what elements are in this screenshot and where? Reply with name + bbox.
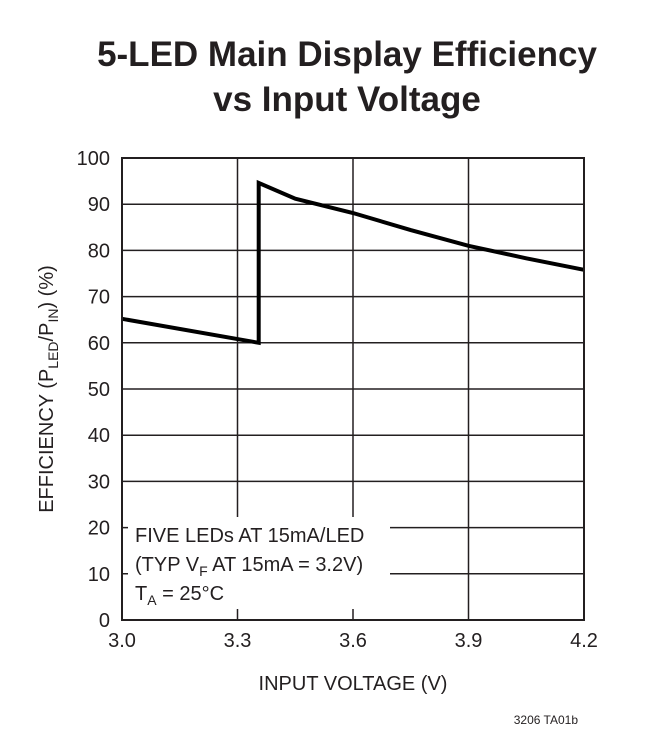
plot-frame <box>121 157 585 621</box>
annotation-line1: FIVE LEDs AT 15mA/LED <box>135 525 364 547</box>
annotation-line2: (TYP VF AT 15mA = 3.2V) <box>135 554 363 579</box>
y-tick-label: 30 <box>88 471 110 493</box>
x-tick-label: 3.6 <box>339 630 367 652</box>
x-tick-label: 3.0 <box>108 630 136 652</box>
chart-title-line2: vs Input Voltage <box>213 80 481 119</box>
y-axis-label: EFFICIENCY (PLED/PIN) (%) <box>36 265 61 513</box>
chart-title-line1: 5-LED Main Display Efficiency <box>97 35 597 74</box>
y-tick-label: 80 <box>88 240 110 262</box>
x-tick-label: 4.2 <box>570 630 598 652</box>
x-tick-labels: 3.0 3.3 3.6 3.9 4.2 <box>108 630 598 652</box>
annotation-line3: TA = 25°C <box>135 583 224 608</box>
footnote: 3206 TA01b <box>514 713 579 727</box>
x-tick-label: 3.9 <box>455 630 483 652</box>
y-tick-label: 100 <box>77 148 110 170</box>
y-tick-label: 90 <box>88 194 110 216</box>
y-tick-label: 20 <box>88 518 110 540</box>
x-axis-label: INPUT VOLTAGE (V) <box>259 673 448 695</box>
y-tick-label: 0 <box>99 610 110 632</box>
y-tick-label: 50 <box>88 379 110 401</box>
annotation-background <box>128 517 390 609</box>
y-tick-labels: 0 10 20 30 40 50 60 70 80 90 100 <box>77 148 110 632</box>
y-tick-label: 70 <box>88 287 110 309</box>
y-tick-label: 10 <box>88 564 110 586</box>
efficiency-line <box>121 179 585 346</box>
x-tick-label: 3.3 <box>224 630 252 652</box>
y-tick-label: 40 <box>88 425 110 447</box>
y-tick-label: 60 <box>88 333 110 355</box>
